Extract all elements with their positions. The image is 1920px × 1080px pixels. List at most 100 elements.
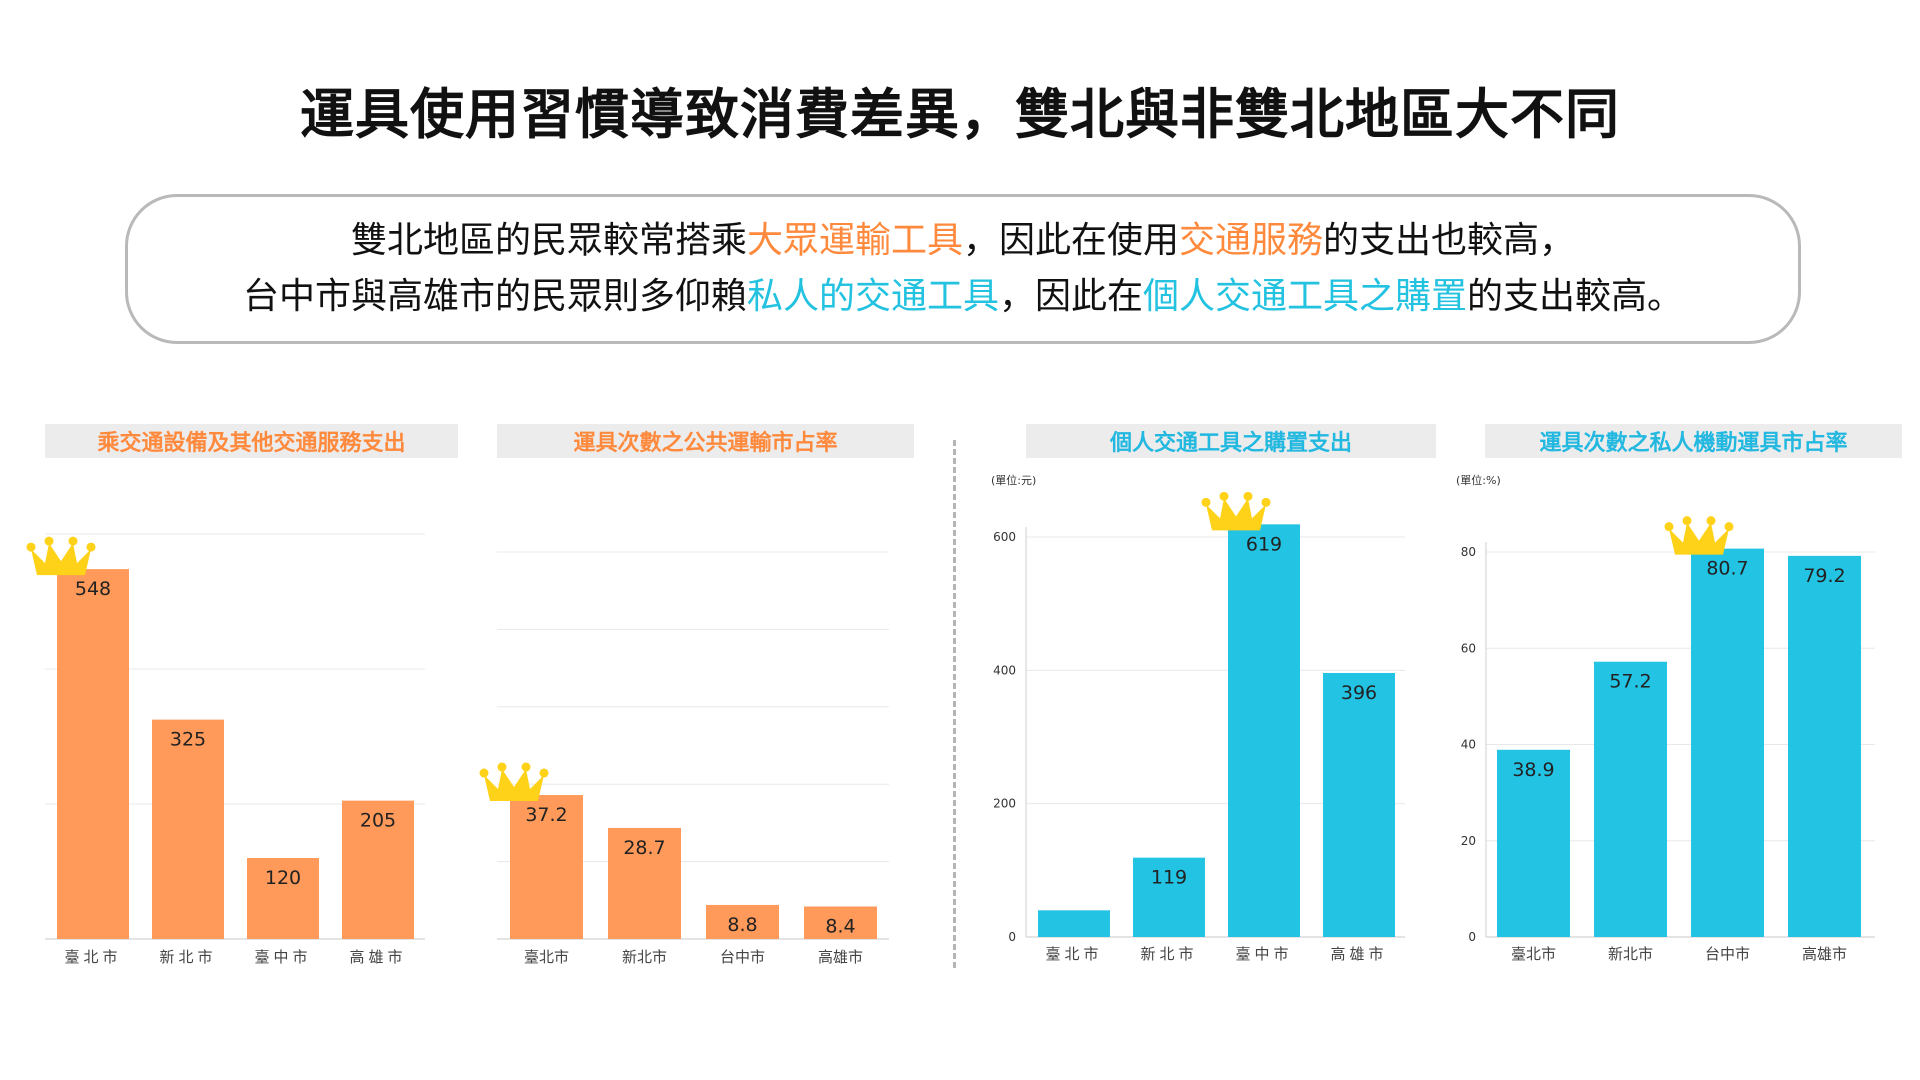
crown-jewel bbox=[1219, 491, 1229, 501]
crown-shape bbox=[1669, 522, 1729, 555]
data-label: 79.2 bbox=[1803, 565, 1845, 587]
bar bbox=[1594, 661, 1667, 937]
highlight-text: 大眾運輸工具 bbox=[746, 220, 963, 261]
crown-icon bbox=[1664, 516, 1734, 555]
chart-title: 運具次數之私人機動運具市占率 bbox=[1485, 424, 1902, 458]
crown-jewel bbox=[1261, 497, 1271, 507]
bar bbox=[152, 719, 224, 939]
y-tick-label: 60 bbox=[1461, 641, 1476, 655]
bar-chart: 37.2 臺北市 28.7 新北市 8.8 台中市 8.4 高雄市 bbox=[479, 551, 889, 966]
crown-jewel bbox=[1664, 522, 1674, 532]
data-label: 619 bbox=[1246, 533, 1282, 555]
crown-jewel bbox=[497, 762, 507, 772]
bar-chart: 548 臺北市 325 新北市 120 臺中市 205 高雄市 bbox=[26, 533, 425, 966]
category-label: 臺中市 bbox=[1235, 945, 1292, 963]
crown-shape bbox=[1206, 498, 1266, 531]
category-label: 新北市 bbox=[1608, 945, 1653, 963]
category-label: 台中市 bbox=[1705, 945, 1750, 963]
chart-title: 乘交通設備及其他交通服務支出 bbox=[45, 424, 458, 458]
bar-chart: 0 200 400 600 臺北市 119 新北市 619 臺中市 396 高雄市 bbox=[993, 491, 1405, 963]
summary-text: 雙北地區的民眾較常搭乘 bbox=[350, 220, 747, 261]
summary-line-1: 雙北地區的民眾較常搭乘大眾運輸工具，因此在使用交通服務的支出也較高， bbox=[351, 213, 1575, 269]
crown-jewel bbox=[521, 762, 531, 772]
chart-panel-private-motor-share: 運具次數之私人機動運具市占率 (單位:%) 0 20 40 60 80 38.9 臺北市 57… bbox=[1450, 424, 1902, 984]
chart-panel-public-transport-share: 運具次數之公共運輸市占率 37.2 臺北市 28.7 新北市 8.8 台中市 8.4 高雄市 bbox=[479, 424, 914, 984]
summary-text: ，因此在使用 bbox=[962, 220, 1179, 261]
bar bbox=[510, 795, 583, 939]
summary-text: 的支出也較高， bbox=[1323, 220, 1576, 261]
crown-jewel bbox=[539, 768, 549, 778]
bar bbox=[706, 904, 779, 939]
bar bbox=[247, 858, 319, 939]
bar bbox=[1133, 857, 1205, 937]
data-label: 38.9 bbox=[1512, 759, 1554, 781]
category-label: 新北市 bbox=[159, 948, 216, 966]
crown-icon bbox=[26, 536, 96, 576]
data-label: 205 bbox=[360, 810, 396, 832]
bar bbox=[1497, 749, 1570, 937]
category-label: 新北市 bbox=[1140, 945, 1197, 963]
bar bbox=[1788, 555, 1861, 937]
category-label: 高雄市 bbox=[1802, 945, 1847, 963]
category-label: 高雄市 bbox=[349, 948, 406, 966]
data-label: 548 bbox=[75, 578, 111, 600]
chart-title: 運具次數之公共運輸市占率 bbox=[497, 424, 914, 458]
highlight-text: 私人的交通工具 bbox=[746, 276, 999, 317]
category-label: 高雄市 bbox=[1330, 945, 1387, 963]
summary-text: 台中市與高雄市的民眾則多仰賴 bbox=[242, 276, 747, 317]
data-label: 57.2 bbox=[1609, 671, 1651, 693]
bar bbox=[1691, 548, 1764, 937]
bar-chart: 0 20 40 60 80 38.9 臺北市 57.2 新北市 80.7 台中市 79.2 高雄市 bbox=[1461, 516, 1875, 963]
crown-jewel bbox=[1724, 522, 1734, 532]
highlight-text: 交通服務 bbox=[1179, 220, 1324, 261]
crown-jewel bbox=[1243, 491, 1253, 501]
crown-jewel bbox=[479, 768, 489, 778]
crown-jewel bbox=[68, 536, 78, 546]
y-tick-label: 200 bbox=[993, 797, 1016, 811]
crown-icon bbox=[479, 762, 549, 802]
bar bbox=[804, 906, 877, 939]
category-label: 臺北市 bbox=[1511, 945, 1556, 963]
bar bbox=[57, 569, 129, 939]
chart-panel-transport-service-expense: 乘交通設備及其他交通服務支出 548 臺北市 325 新北市 120 臺中市 205 高雄市 bbox=[26, 424, 458, 984]
crown-shape bbox=[484, 769, 544, 802]
crown-jewel bbox=[44, 536, 54, 546]
crown-jewel bbox=[1706, 516, 1716, 526]
chart-title: 個人交通工具之購置支出 bbox=[1026, 424, 1436, 458]
y-tick-label: 40 bbox=[1461, 738, 1476, 752]
chart-panel-vehicle-purchase-expense: 個人交通工具之購置支出 (單位:元) 0 200 400 600 臺北市 119 新北市 61… bbox=[985, 424, 1436, 984]
summary-text: 的支出較高。 bbox=[1467, 276, 1684, 317]
crown-shape bbox=[31, 543, 91, 576]
bar bbox=[1323, 673, 1395, 937]
y-tick-label: 400 bbox=[993, 663, 1016, 677]
category-label: 高雄市 bbox=[818, 948, 863, 966]
category-label: 新北市 bbox=[622, 948, 667, 966]
category-label: 台中市 bbox=[720, 948, 765, 966]
category-label: 臺北市 bbox=[1045, 945, 1102, 963]
bar bbox=[608, 827, 681, 939]
data-label: 8.4 bbox=[825, 915, 855, 937]
unit-label: (單位:元) bbox=[991, 474, 1037, 487]
unit-label: (單位:%) bbox=[1456, 474, 1501, 487]
highlight-text: 個人交通工具之購置 bbox=[1143, 276, 1468, 317]
data-label: 8.8 bbox=[727, 914, 757, 936]
crown-jewel bbox=[1201, 497, 1211, 507]
y-tick-label: 80 bbox=[1461, 545, 1476, 559]
summary-text: ，因此在 bbox=[998, 276, 1143, 317]
category-label: 臺北市 bbox=[64, 948, 121, 966]
category-label: 臺北市 bbox=[524, 948, 569, 966]
page-title: 運具使用習慣導致消費差異，雙北與非雙北地區大不同 bbox=[300, 83, 1620, 146]
crown-jewel bbox=[26, 542, 36, 552]
data-label: 120 bbox=[265, 867, 301, 889]
summary-line-2: 台中市與高雄市的民眾則多仰賴私人的交通工具，因此在個人交通工具之購置的支出較高。 bbox=[243, 269, 1683, 325]
data-label: 325 bbox=[170, 729, 206, 751]
y-tick-label: 0 bbox=[1008, 930, 1016, 944]
crown-icon bbox=[1201, 491, 1271, 531]
data-label: 28.7 bbox=[623, 837, 665, 859]
y-tick-label: 600 bbox=[993, 530, 1016, 544]
y-tick-label: 0 bbox=[1468, 930, 1476, 944]
crown-jewel bbox=[86, 542, 96, 552]
dashed-divider bbox=[953, 440, 956, 968]
y-tick-label: 20 bbox=[1461, 834, 1476, 848]
data-label: 37.2 bbox=[525, 804, 567, 826]
